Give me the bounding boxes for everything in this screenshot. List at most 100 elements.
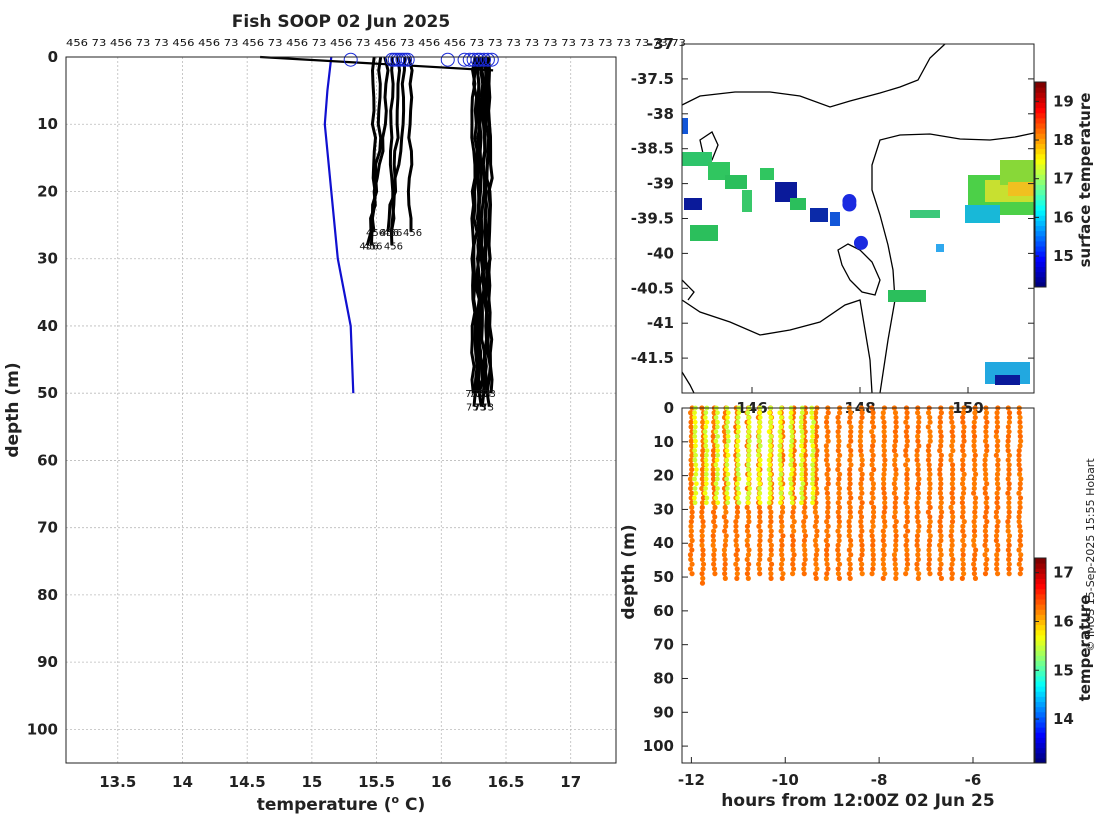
deep-cast-point xyxy=(1016,457,1022,463)
shallow-cast-point xyxy=(724,467,729,472)
shallow-cast-point xyxy=(735,415,741,420)
shallow-cast-point xyxy=(767,495,773,501)
deep-cast-point xyxy=(971,429,977,435)
shallow-cast-point xyxy=(756,495,762,501)
coastline-small xyxy=(682,279,695,301)
shallow-cast-point xyxy=(715,486,720,491)
shallow-cast-point xyxy=(693,467,699,472)
deep-cast-point xyxy=(688,433,695,439)
deep-cast-point xyxy=(746,547,752,553)
sst-patch-west xyxy=(682,118,752,241)
deep-cast-point xyxy=(846,528,853,534)
deep-cast-point xyxy=(756,561,762,567)
deep-cast-point xyxy=(857,438,863,444)
probe-end-label: 456 xyxy=(366,228,385,239)
shallow-cast-point xyxy=(788,481,794,487)
shallow-cast-point xyxy=(789,434,795,439)
deep-cast-point xyxy=(823,547,830,553)
deep-cast-point xyxy=(994,495,1001,501)
shallow-cast-point xyxy=(725,410,731,416)
shallow-cast-point xyxy=(767,481,773,487)
deep-cast-point xyxy=(858,452,865,458)
deep-cast-point xyxy=(961,485,967,492)
deep-cast-point xyxy=(881,514,887,520)
deep-cast-point xyxy=(687,566,694,572)
colorbar-segment xyxy=(1035,189,1046,196)
deep-cast-point xyxy=(790,542,796,548)
deep-cast-point xyxy=(959,575,965,582)
deep-cast-point xyxy=(984,519,990,525)
deep-cast-point xyxy=(847,561,853,567)
deep-cast-point xyxy=(734,547,740,553)
deep-cast-point xyxy=(825,533,831,539)
time-y-tick-label: 70 xyxy=(653,636,674,654)
deep-cast-point xyxy=(688,462,695,468)
deep-cast-point xyxy=(812,571,819,577)
deep-cast-point xyxy=(915,552,921,558)
deep-cast-point xyxy=(870,561,876,567)
colorbar-segment xyxy=(1035,614,1046,620)
y-tick-label: 20 xyxy=(37,182,58,200)
deep-cast-point xyxy=(801,523,807,529)
deep-cast-point xyxy=(904,490,910,496)
time-y-tick-label: 10 xyxy=(653,433,674,451)
deep-cast-point xyxy=(869,533,875,539)
deep-cast-point xyxy=(995,466,1001,473)
shallow-cast-point xyxy=(788,462,794,468)
coastline-island-east xyxy=(837,243,881,296)
coastline-south xyxy=(682,299,873,393)
deep-cast-point xyxy=(869,429,875,435)
shallow-cast-point xyxy=(768,415,774,420)
deep-cast-point xyxy=(858,519,864,525)
colorbar-segment xyxy=(1035,660,1046,667)
deep-cast-point xyxy=(1017,556,1023,563)
shallow-cast-point xyxy=(713,415,719,420)
shallow-cast-point xyxy=(703,500,709,506)
y-tick-label: 0 xyxy=(48,48,58,66)
deep-cast-point xyxy=(711,552,717,558)
shallow-cast-point xyxy=(788,424,794,430)
deep-cast-point xyxy=(948,452,954,458)
deep-cast-point xyxy=(824,433,830,439)
deep-cast-point xyxy=(1017,571,1023,577)
deep-cast-point xyxy=(904,514,910,520)
deep-cast-point xyxy=(847,537,854,544)
deep-cast-point xyxy=(881,509,887,515)
deep-cast-point xyxy=(1006,452,1012,458)
deep-cast-point xyxy=(960,552,966,558)
shallow-cast-point xyxy=(757,443,763,449)
shallow-cast-point xyxy=(693,452,698,458)
deep-cast-point xyxy=(915,556,921,563)
shallow-cast-point xyxy=(692,500,698,506)
deep-cast-point xyxy=(914,500,920,506)
time-axis-label: hours from 12:00Z 02 Jun 25 xyxy=(721,791,994,811)
deep-cast-point xyxy=(949,509,955,515)
shallow-cast-point xyxy=(810,481,815,487)
deep-cast-point xyxy=(983,471,989,477)
deep-cast-point xyxy=(1017,481,1023,487)
deep-cast-point xyxy=(948,547,954,553)
surface-marker xyxy=(440,52,455,67)
deep-cast-point xyxy=(983,533,989,539)
shallow-cast-point xyxy=(725,429,731,435)
colorbar-segment xyxy=(1035,281,1046,288)
deep-cast-point xyxy=(823,556,830,563)
deep-cast-point xyxy=(836,410,843,416)
deep-cast-point xyxy=(835,528,841,534)
deep-cast-point xyxy=(914,514,920,520)
deep-cast-point xyxy=(904,471,910,477)
deep-cast-point xyxy=(881,490,887,496)
colorbar-segment xyxy=(1035,184,1046,191)
deep-cast-point xyxy=(982,552,988,558)
deep-cast-point xyxy=(745,566,751,572)
deep-cast-point xyxy=(814,566,820,572)
deep-cast-point xyxy=(835,466,841,473)
deep-cast-point xyxy=(790,571,796,577)
deep-cast-point xyxy=(768,509,774,515)
deep-cast-point xyxy=(926,523,933,529)
deep-cast-point xyxy=(950,448,956,454)
map-y-tick-label: -37.5 xyxy=(631,70,674,88)
deep-cast-point xyxy=(993,509,1000,515)
y-axis-label: depth (m) xyxy=(3,362,23,457)
deep-cast-point xyxy=(857,495,864,501)
